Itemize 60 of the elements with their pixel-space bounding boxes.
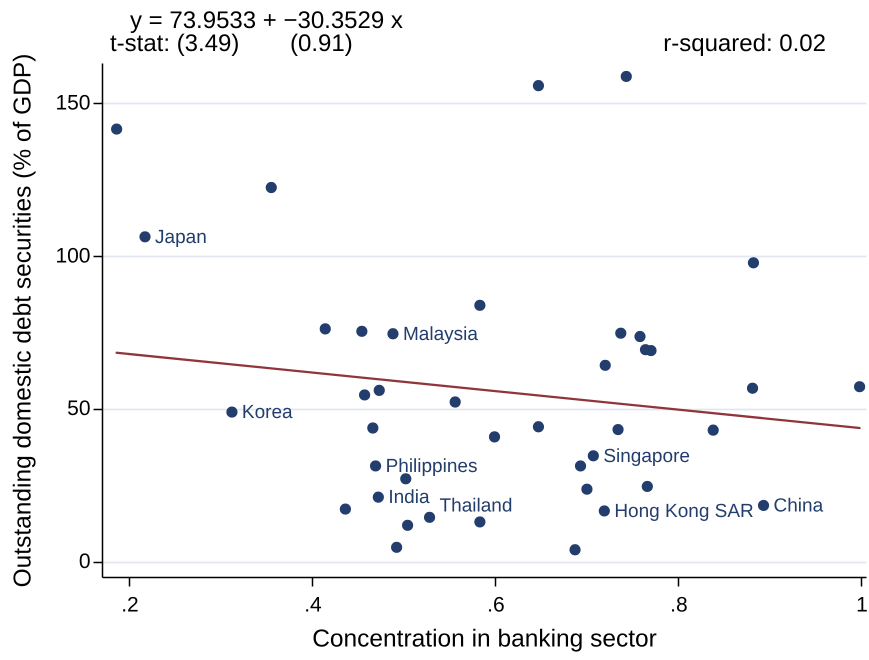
point [266, 182, 277, 194]
point [615, 328, 626, 339]
point [642, 480, 653, 492]
point [450, 396, 461, 408]
x-tick-label: .2 [121, 594, 139, 616]
point [532, 421, 544, 432]
point [474, 300, 486, 311]
point [367, 422, 378, 434]
point [748, 257, 760, 268]
y-tick-label: 50 [67, 397, 90, 420]
x-tick-label: 1 [856, 594, 868, 616]
x-axis-title: Concentration in banking sector [312, 626, 657, 652]
point [474, 516, 486, 528]
point [598, 505, 610, 516]
text: (0.91) [290, 30, 353, 57]
y-axis-title: Outstanding domestic debt securities (% of GDP) [9, 54, 36, 588]
point [569, 544, 581, 556]
point [320, 323, 331, 334]
annotation: India [388, 487, 430, 508]
annotation: Korea [242, 402, 294, 424]
point [424, 512, 436, 523]
point [708, 424, 719, 436]
point [854, 381, 866, 392]
point [391, 542, 402, 553]
y-tick-label: 0 [78, 550, 90, 574]
annotation: Malaysia [402, 324, 478, 345]
point [588, 450, 599, 462]
point [574, 460, 586, 472]
point [359, 389, 370, 401]
text: r-squared: 0.02 [663, 30, 826, 57]
point [620, 70, 632, 82]
point [402, 520, 414, 531]
point [370, 460, 382, 472]
y-tick-label: 100 [55, 244, 90, 268]
annotation: Thailand [440, 495, 512, 516]
point [356, 326, 368, 337]
x-tick-label: .6 [487, 594, 505, 616]
annotation: Hong Kong SAR [614, 500, 754, 522]
point [600, 360, 611, 371]
annotation: Philippines [386, 456, 478, 477]
point [139, 231, 151, 242]
point [746, 382, 758, 394]
annotation: Japan [155, 226, 207, 248]
point [581, 484, 593, 495]
point [374, 384, 385, 396]
point [340, 504, 351, 515]
point [488, 431, 500, 442]
point [111, 124, 122, 135]
point [226, 406, 238, 418]
x-tick-label: .8 [670, 594, 688, 616]
annotation: Singapore [603, 446, 690, 467]
point [372, 492, 384, 503]
point [634, 330, 646, 342]
y-tick-label: 150 [55, 91, 90, 114]
point [532, 80, 544, 92]
point [387, 328, 399, 340]
annotation: China [774, 495, 824, 516]
point [758, 500, 770, 511]
x-tick-label: .4 [304, 594, 322, 616]
point [612, 424, 624, 436]
